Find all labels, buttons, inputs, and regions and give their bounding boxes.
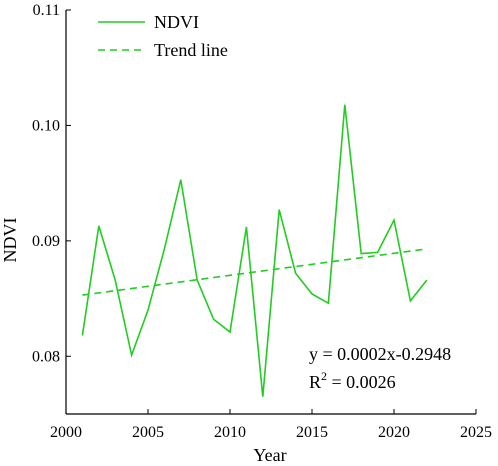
y-tick-label: 0.09 bbox=[32, 233, 60, 250]
trend-equation: y = 0.0002x-0.2948 bbox=[309, 344, 451, 364]
x-axis-title: Year bbox=[253, 445, 286, 465]
trend-line bbox=[82, 248, 427, 296]
series-layer bbox=[81, 104, 428, 397]
x-tick-label: 2020 bbox=[378, 424, 410, 441]
y-tick-label: 0.10 bbox=[32, 117, 60, 134]
ndvi-series-line bbox=[81, 104, 428, 397]
r-squared-label: R bbox=[309, 372, 321, 392]
r-squared-value: = 0.0026 bbox=[327, 372, 396, 392]
r-squared-superscript: 2 bbox=[321, 369, 327, 383]
x-tick-label: 2010 bbox=[214, 424, 246, 441]
axes-layer: 2000 2005 2010 2015 2020 2025 0.08 0.09 0.10 0.11 bbox=[32, 2, 492, 441]
r-squared: R2 = 0.0026 bbox=[309, 369, 396, 392]
x-tick-label: 2005 bbox=[132, 424, 164, 441]
y-tick-label: 0.08 bbox=[32, 348, 60, 365]
x-tick-label: 2015 bbox=[296, 424, 328, 441]
y-tick-label: 0.11 bbox=[33, 2, 60, 19]
x-tick-label: 2000 bbox=[50, 424, 82, 441]
legend-label-trend-line: Trend line bbox=[154, 40, 228, 60]
legend-label-ndvi: NDVI bbox=[154, 12, 199, 32]
y-axis-title: NDVI bbox=[0, 218, 20, 263]
legend: NDVI Trend line bbox=[98, 12, 228, 60]
equation-annotation: y = 0.0002x-0.2948 R2 = 0.0026 bbox=[309, 344, 451, 392]
x-tick-label: 2025 bbox=[460, 424, 492, 441]
